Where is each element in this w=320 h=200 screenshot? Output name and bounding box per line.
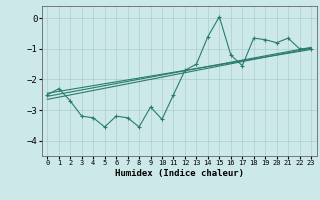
X-axis label: Humidex (Indice chaleur): Humidex (Indice chaleur): [115, 169, 244, 178]
